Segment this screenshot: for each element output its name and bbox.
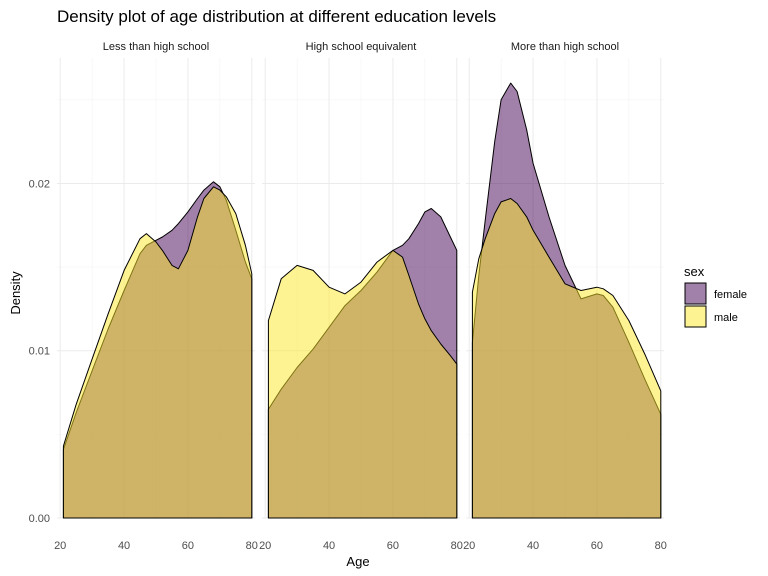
- x-tick-label: 40: [118, 540, 130, 552]
- legend-key-male: [684, 305, 707, 328]
- facet-strip-label: High school equivalent: [306, 41, 417, 53]
- chart-title: Density plot of age distribution at diff…: [57, 7, 496, 26]
- x-tick-label: 20: [54, 540, 66, 552]
- x-tick-label: 20: [463, 540, 475, 552]
- density-area-male: [267, 249, 458, 519]
- x-tick-label: 80: [451, 540, 463, 552]
- x-tick-label: 80: [655, 540, 667, 552]
- density-area-male: [62, 186, 253, 519]
- x-tick-label: 80: [246, 540, 258, 552]
- x-axis-title: Age: [346, 554, 369, 569]
- x-tick-label: 40: [323, 540, 335, 552]
- facet-panel: High school equivalent 20 40 60 80: [259, 41, 463, 552]
- facet-panel: Less than high school 20 40 60 80: [54, 41, 258, 552]
- legend-label-male: male: [714, 312, 738, 324]
- y-tick-label: 0.01: [29, 346, 50, 358]
- x-tick-label: 40: [527, 540, 539, 552]
- legend-key-female: [684, 282, 707, 305]
- legend: sex female male: [684, 264, 747, 328]
- density-area-male: [471, 198, 662, 519]
- y-axis-title: Density: [8, 271, 23, 315]
- facet-strip-label: More than high school: [511, 41, 619, 53]
- legend-title: sex: [684, 264, 705, 279]
- y-tick-label: 0.02: [29, 178, 50, 190]
- facet-panel: More than high school 20 40 60 80: [463, 41, 667, 552]
- x-tick-label: 60: [591, 540, 603, 552]
- x-tick-label: 60: [387, 540, 399, 552]
- x-tick-label: 20: [259, 540, 271, 552]
- y-tick-label: 0.00: [29, 513, 50, 525]
- facet-strip-label: Less than high school: [103, 41, 209, 53]
- legend-label-female: female: [714, 289, 747, 301]
- x-tick-label: 60: [182, 540, 194, 552]
